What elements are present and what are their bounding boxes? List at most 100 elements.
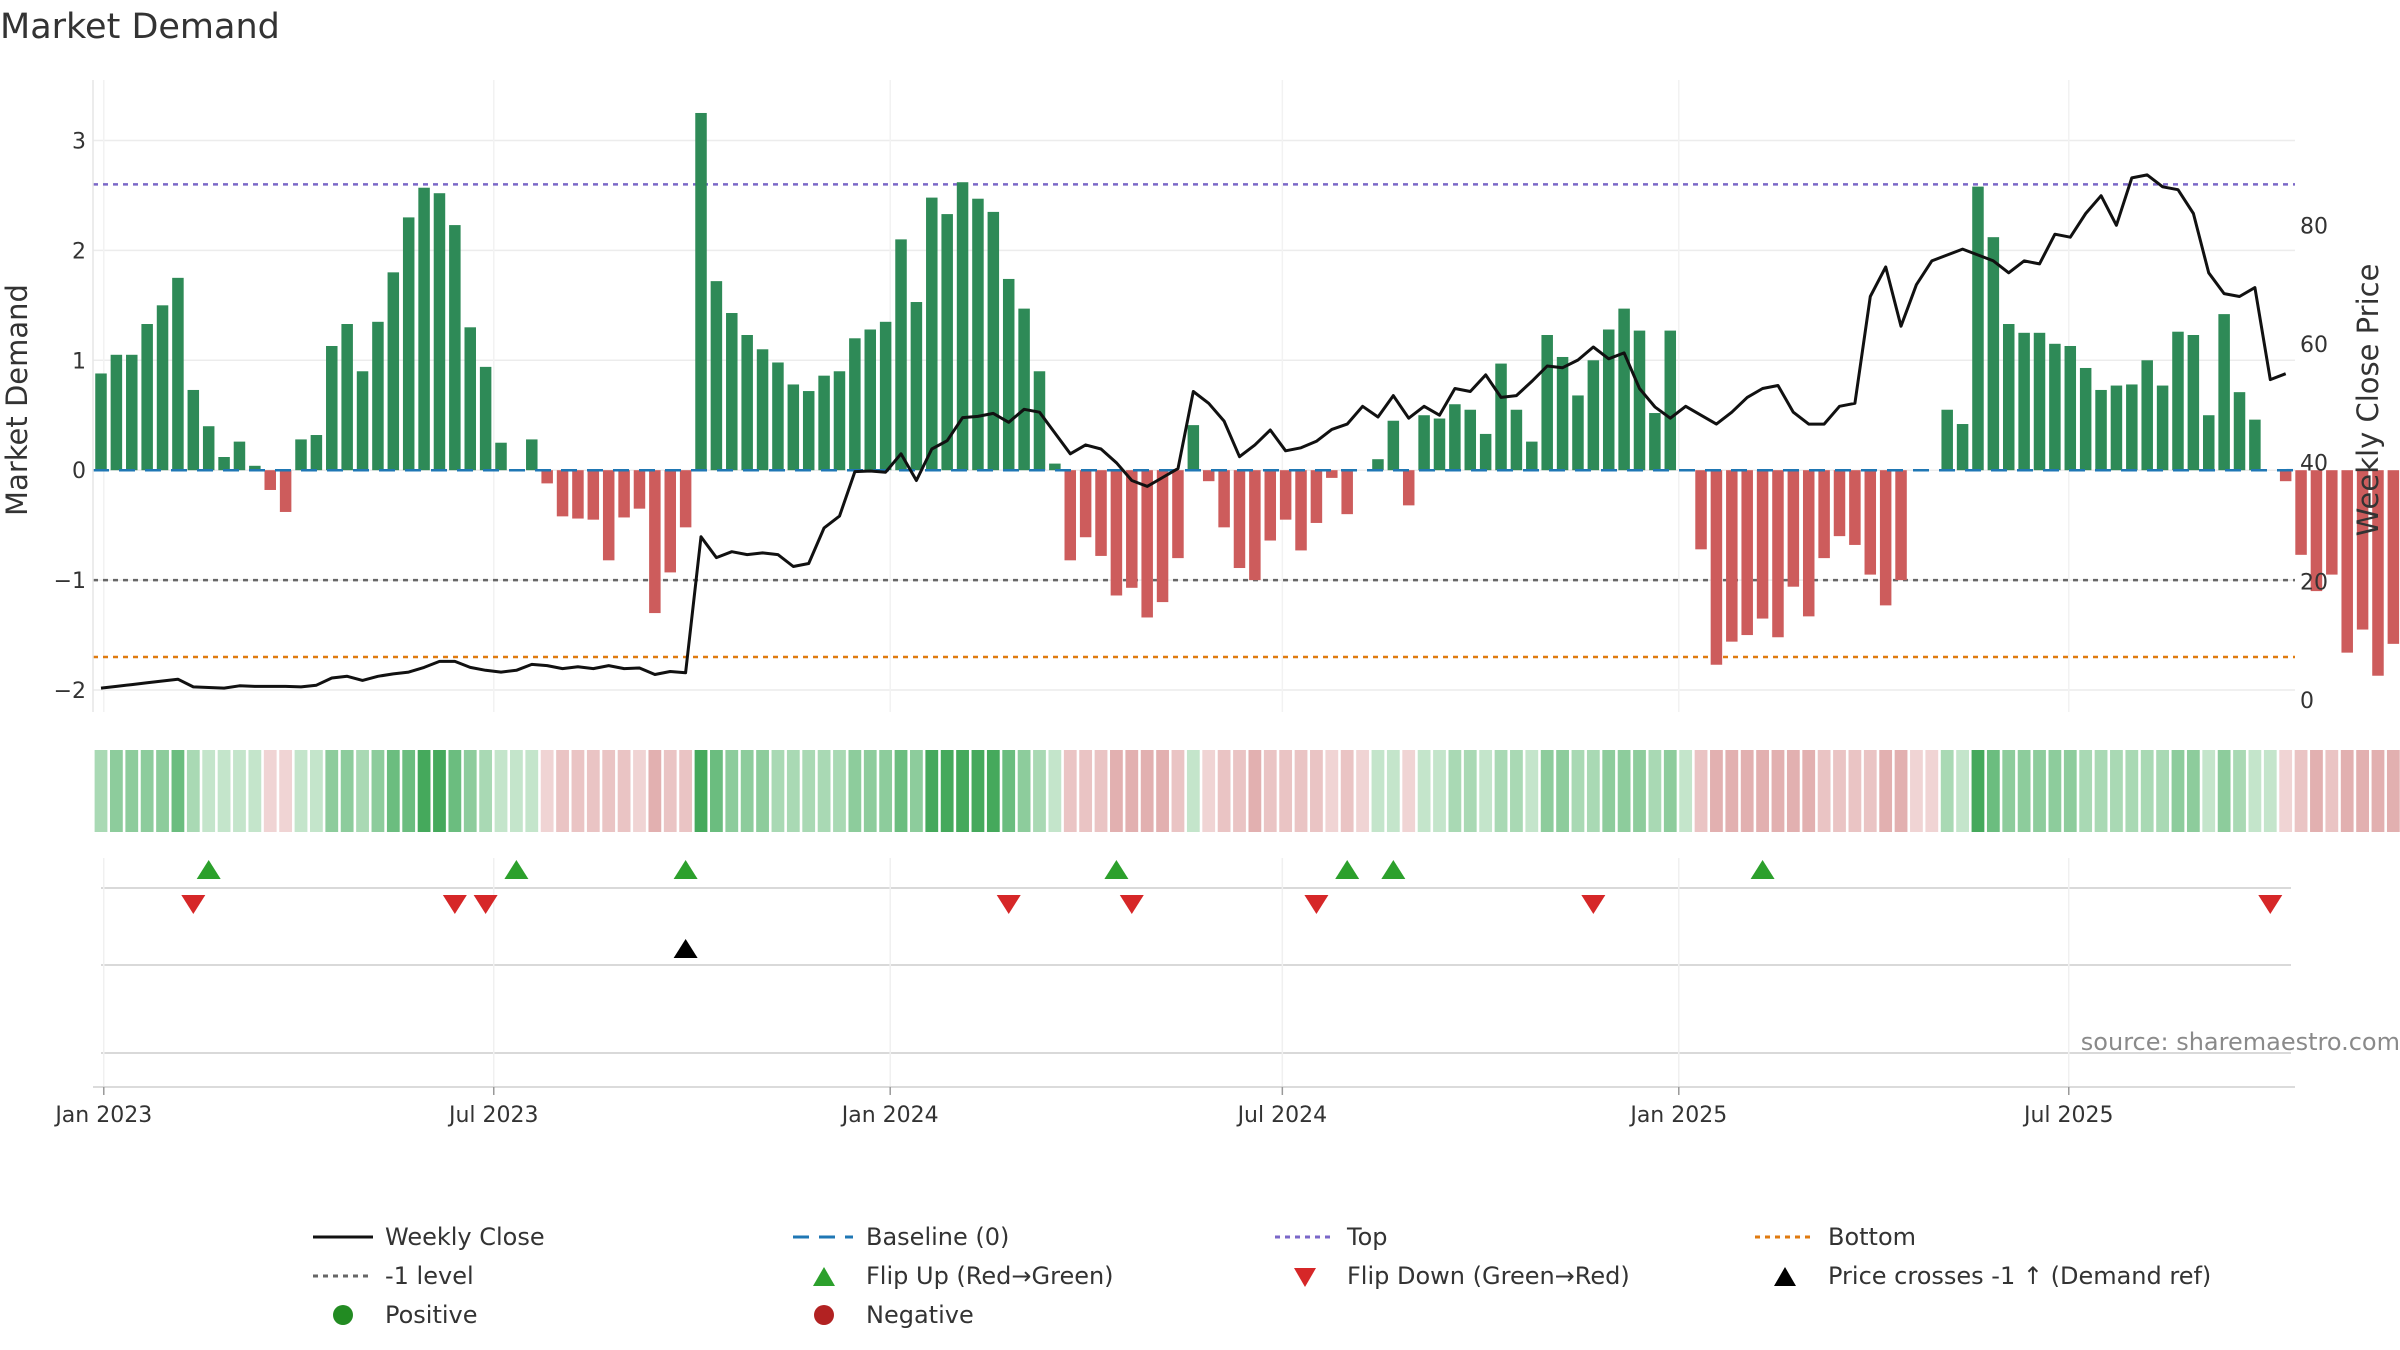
demand-bar-negative — [1710, 470, 1723, 665]
demand-bar-negative — [649, 470, 661, 614]
heat-cell — [1002, 750, 1016, 832]
demand-bar-positive — [864, 329, 876, 471]
demand-bar-positive — [356, 371, 369, 471]
heat-cell — [833, 750, 846, 832]
demand-bar-positive — [202, 426, 215, 471]
heat-cell — [1540, 750, 1554, 832]
demand-bar-positive — [726, 313, 738, 471]
demand-bar-positive — [1602, 329, 1615, 471]
demand-bar-positive — [1464, 409, 1477, 471]
demand-bar-positive — [1664, 330, 1677, 471]
heat-cell — [1663, 750, 1677, 832]
demand-bar-negative — [679, 470, 692, 528]
demand-bar-positive — [972, 198, 984, 471]
heat-cell — [2294, 750, 2308, 832]
heat-cell — [2217, 750, 2231, 832]
demand-bar-positive — [1187, 425, 1200, 471]
reference-lines — [93, 183, 2295, 659]
heat-cell — [602, 750, 616, 832]
heat-cell — [1433, 750, 1446, 832]
heat-cell — [1694, 750, 1708, 832]
demand-bar-positive — [1449, 404, 1461, 471]
flip-down-marker-icon — [2258, 895, 2283, 914]
heat-cell — [694, 750, 708, 832]
heat-cell — [2079, 750, 2093, 832]
heat-cell — [863, 750, 877, 832]
heat-cell — [1756, 750, 1769, 832]
heat-cell — [1186, 750, 1200, 832]
demand-bar-positive — [249, 465, 261, 471]
heat-cell — [894, 750, 908, 832]
demand-bar-positive — [2095, 389, 2107, 471]
heat-cell — [156, 750, 169, 832]
demand-bar-negative — [2387, 470, 2400, 644]
demand-bar-positive — [2049, 343, 2061, 471]
heat-cell — [1525, 750, 1539, 832]
demand-bar-negative — [633, 470, 646, 509]
legend-item-positive: Positive — [333, 1301, 478, 1329]
heat-cell — [2033, 750, 2046, 832]
y2-tick-label: 0 — [2300, 689, 2314, 714]
heat-cell — [2125, 750, 2139, 832]
heat-cell — [171, 750, 185, 832]
heat-cell — [94, 750, 108, 832]
heat-cell — [494, 750, 508, 832]
demand-bar-negative — [1849, 470, 1861, 545]
flip-up-marker-icon — [1104, 860, 1129, 879]
heat-cell — [2356, 750, 2369, 832]
heat-cell — [617, 750, 631, 832]
demand-bar-positive — [1587, 360, 1600, 471]
legend-cross-icon — [1774, 1267, 1796, 1286]
demand-bar-positive — [341, 324, 353, 471]
heat-cell — [1063, 750, 1077, 832]
flip-up-marker-icon — [1750, 860, 1775, 879]
demand-bar-negative — [2310, 470, 2323, 592]
flip-markers — [181, 860, 2283, 958]
heat-cell — [817, 750, 831, 832]
demand-bar-positive — [879, 321, 892, 471]
legend-item-bottom: Bottom — [1755, 1223, 1916, 1251]
heat-cell — [294, 750, 308, 832]
heat-cell — [2279, 750, 2293, 832]
demand-bar-negative — [1772, 470, 1784, 638]
heat-cell — [356, 750, 369, 832]
demand-bar-positive — [110, 354, 123, 471]
demand-bar-positive — [495, 442, 507, 471]
demand-bar-positive — [910, 302, 923, 471]
heat-cell — [1033, 750, 1046, 832]
heat-cell — [448, 750, 462, 832]
heat-cell — [1602, 750, 1616, 832]
demand-bar-positive — [233, 441, 246, 471]
demand-bar-positive — [772, 362, 784, 471]
demand-bar-positive — [1972, 186, 1984, 471]
heat-cell — [1648, 750, 1662, 832]
flip-up-marker-icon — [196, 860, 221, 879]
legend-item-flip-down: Flip Down (Green→Red) — [1294, 1262, 1630, 1290]
demand-bar-positive — [2126, 384, 2138, 471]
demand-bar-positive — [141, 324, 153, 471]
x-tick-label: Jan 2024 — [840, 1103, 939, 1128]
heat-cell — [2171, 750, 2185, 832]
y2-tick-label: 40 — [2300, 452, 2328, 477]
demand-bar-positive — [1572, 395, 1584, 471]
demand-bar-positive — [695, 112, 707, 471]
demand-bar-negative — [1802, 470, 1815, 617]
heat-cell — [1325, 750, 1339, 832]
chart-title: Market Demand — [0, 7, 280, 47]
demand-bar-positive — [1387, 420, 1400, 471]
demand-bar-negative — [1695, 470, 1707, 550]
heat-cell — [1956, 750, 1969, 832]
x-tick-label: Jan 2025 — [1628, 1103, 1727, 1128]
demand-bar-negative — [1341, 470, 1353, 515]
weekly-close-line — [100, 173, 2287, 690]
demand-bar-positive — [926, 197, 938, 471]
heat-cell — [648, 750, 662, 832]
demand-bar-negative — [1264, 470, 1277, 541]
demand-bar-negative — [1202, 470, 1215, 482]
demand-bar-positive — [156, 305, 169, 471]
demand-bar-negative — [1156, 470, 1169, 603]
cross-marker-icon — [673, 939, 698, 958]
demand-bar-positive — [95, 373, 107, 471]
demand-bar-positive — [956, 182, 969, 471]
